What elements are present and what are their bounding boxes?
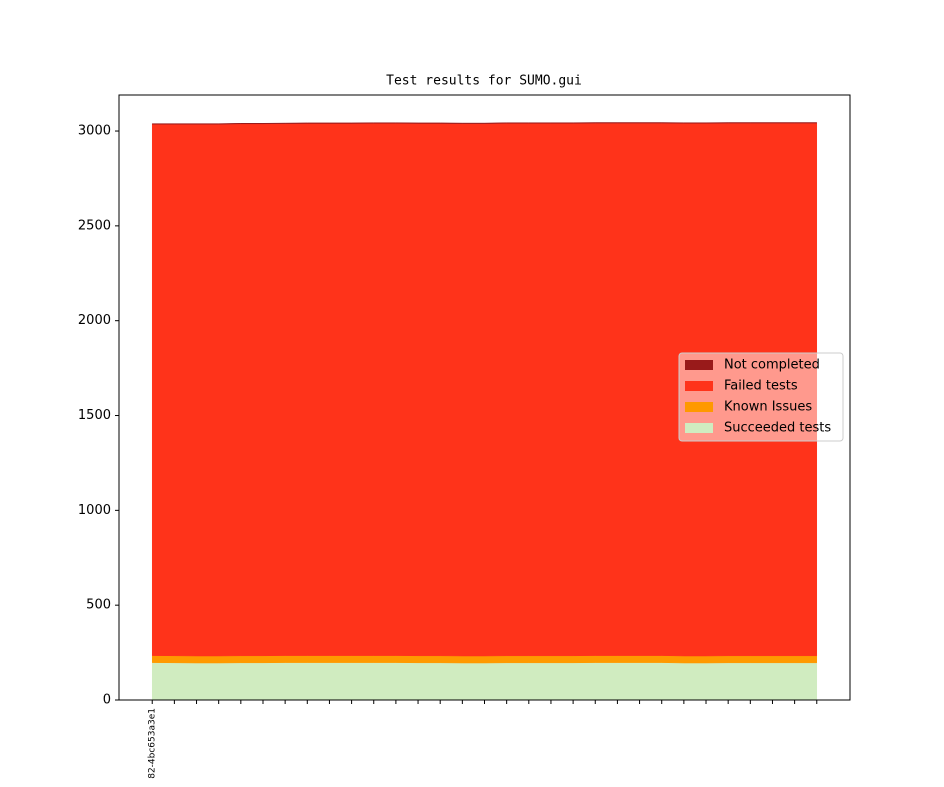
legend-swatch [685, 423, 713, 433]
legend-label: Failed tests [724, 379, 798, 394]
y-tick-label: 3000 [78, 124, 111, 139]
legend-box [678, 352, 844, 442]
y-tick-label: 1000 [78, 503, 111, 518]
y-tick-label: 2000 [78, 313, 111, 328]
y-tick-label: 0 [103, 693, 111, 708]
x-tick-label: 82-4bc653a3e1 [148, 708, 158, 779]
chart-title: Test results for SUMO.gui [386, 74, 582, 89]
area [151, 655, 818, 664]
area [151, 122, 818, 125]
legend-label: Known Issues [724, 400, 812, 415]
y-tick-label: 2500 [78, 218, 111, 233]
legend-swatch [685, 381, 713, 391]
legend-label: Succeeded tests [724, 421, 831, 436]
y-tick-label: 1500 [78, 408, 111, 423]
legend-label: Not completed [724, 358, 820, 373]
legend-swatch [685, 402, 713, 412]
area [151, 662, 818, 701]
y-tick-label: 500 [86, 598, 111, 613]
legend-swatch [685, 360, 713, 370]
